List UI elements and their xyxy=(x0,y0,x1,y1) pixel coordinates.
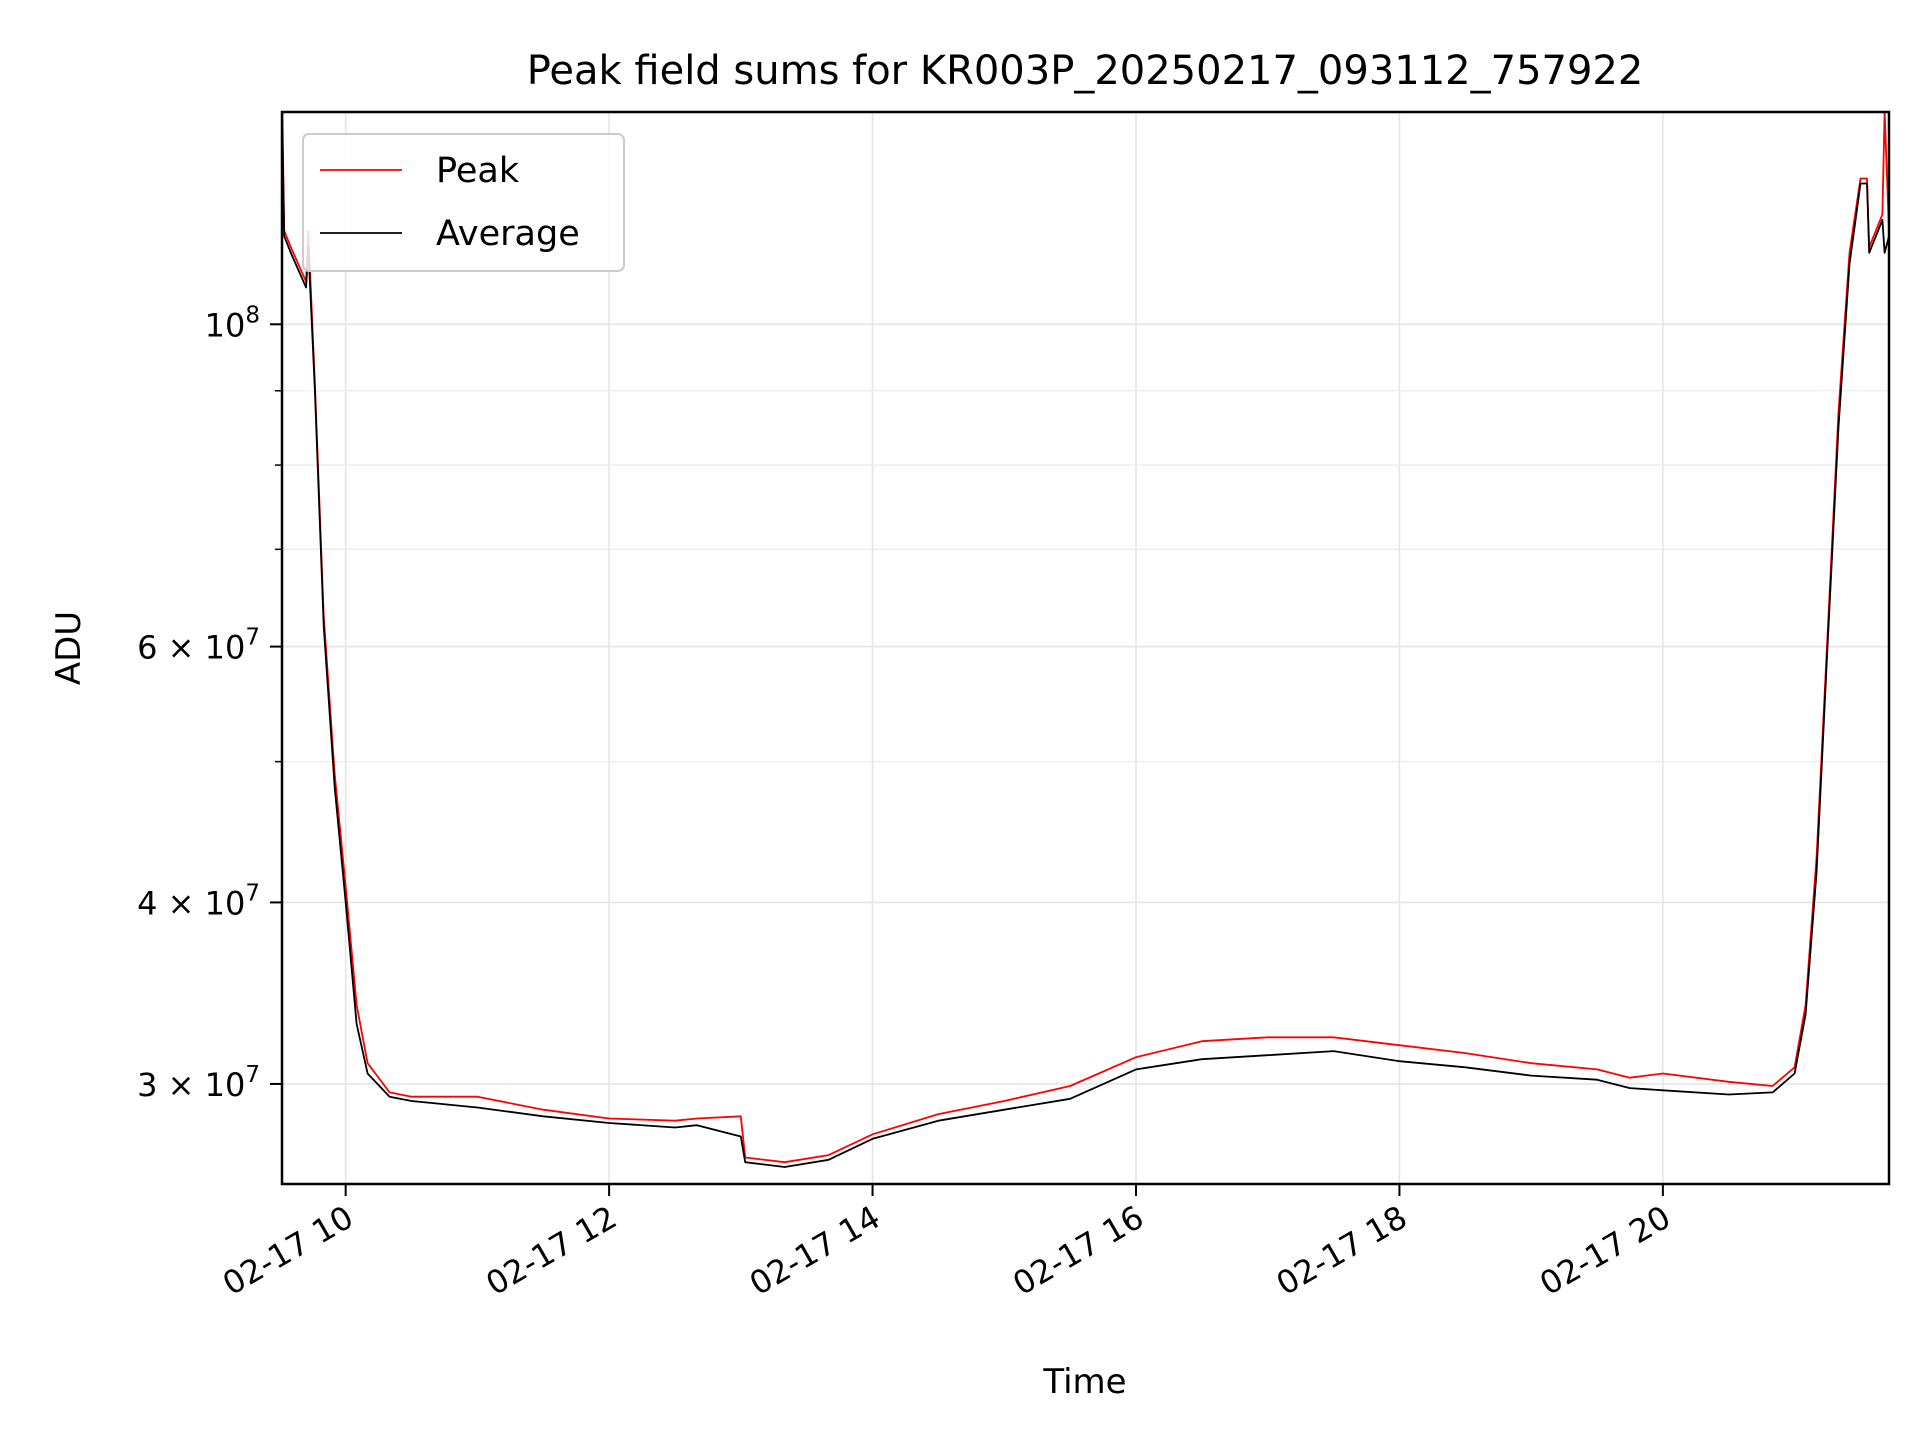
legend-label-peak: Peak xyxy=(436,151,520,191)
y-axis-ticks: 3 × 107 4 × 107 6 × 107 108 xyxy=(137,302,282,1104)
legend-label-average: Average xyxy=(436,214,580,254)
series-lines xyxy=(282,112,1889,1168)
legend: Peak Average xyxy=(302,133,625,272)
y-tick-label: 3 × 107 xyxy=(137,1062,260,1104)
chart-title: Peak field sums for KR003P_20250217_0931… xyxy=(527,48,1644,94)
series-line-average xyxy=(282,112,1889,1168)
y-tick-label: 6 × 107 xyxy=(137,625,260,667)
x-axis-title: Time xyxy=(1042,1362,1126,1402)
legend-box xyxy=(302,133,625,272)
grid-lines xyxy=(282,112,1889,1184)
y-tick-label: 108 xyxy=(205,302,260,344)
plot-frame xyxy=(280,110,1891,1186)
y-axis-title: ADU xyxy=(49,611,89,685)
y-tick-label: 4 × 107 xyxy=(137,880,260,922)
